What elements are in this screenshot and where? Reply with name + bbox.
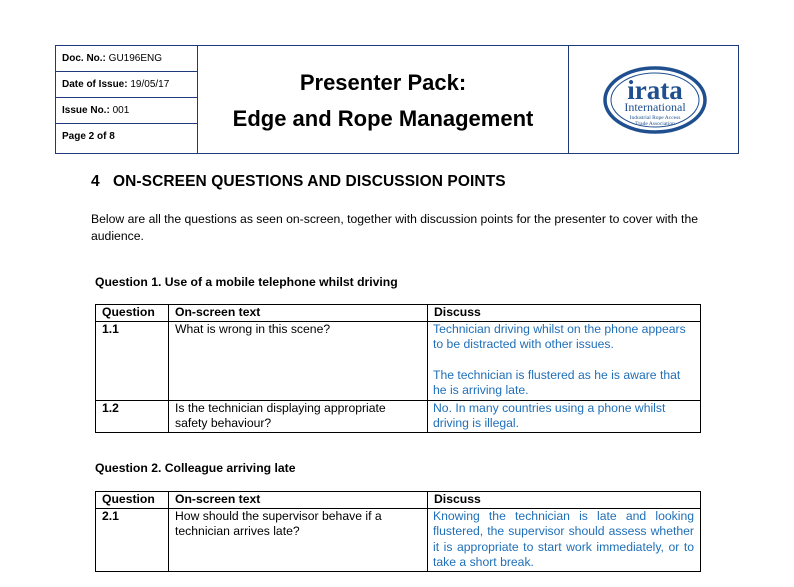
logo-sub-text: International: [624, 100, 686, 114]
issue-number: Issue No.: 001: [56, 98, 197, 124]
col-discuss: Discuss: [427, 304, 701, 322]
doc-number-value: GU196ENG: [105, 53, 163, 64]
section-heading: 4 ON-SCREEN QUESTIONS AND DISCUSSION POI…: [91, 173, 506, 190]
title-line-2: Edge and Rope Management: [232, 106, 534, 131]
date-label: Date of Issue:: [62, 79, 128, 90]
discuss-text: Technician driving whilst on the phone a…: [433, 321, 686, 352]
logo-small-text-1: Industrial Rope Access: [630, 115, 681, 121]
section-intro: Below are all the questions as seen on-s…: [91, 212, 699, 243]
onscreen-text: Is the technician displaying appropriate…: [168, 399, 428, 433]
table-row: 2.1 How should the supervisor behave if …: [95, 507, 701, 572]
table-header-row: Question On-screen text Discuss: [95, 491, 701, 509]
document-title: Presenter Pack: Edge and Rope Management: [198, 46, 569, 153]
table-header-row: Question On-screen text Discuss: [95, 304, 701, 322]
doc-number-label: Doc. No.:: [62, 53, 106, 64]
discuss-text: The technician is flustered as he is awa…: [433, 367, 681, 398]
col-onscreen-text: On-screen text: [168, 304, 428, 322]
col-onscreen-text: On-screen text: [168, 491, 428, 509]
question-1-heading: Question 1. Use of a mobile telephone wh…: [95, 275, 398, 289]
logo-small-text-2: Trade Association: [635, 121, 675, 127]
col-question: Question: [95, 304, 169, 322]
irata-logo: irata International Industrial Rope Acce…: [603, 66, 707, 139]
title-line-1: Presenter Pack:: [299, 70, 467, 95]
discuss-text: Knowing the technician is late and looki…: [427, 507, 701, 572]
discuss-cell: Technician driving whilst on the phone a…: [427, 320, 701, 401]
question-number: 2.1: [95, 507, 169, 572]
document-info: Doc. No.: GU196ENG Date of Issue: 19/05/…: [56, 46, 198, 153]
discuss-text: No. In many countries using a phone whil…: [427, 399, 701, 433]
document-header: Doc. No.: GU196ENG Date of Issue: 19/05/…: [55, 45, 739, 154]
page-number: Page 2 of 8: [56, 124, 197, 150]
question-number: 1.1: [95, 320, 169, 401]
table-row: 1.2 Is the technician displaying appropr…: [95, 399, 701, 433]
date-value: 19/05/17: [127, 79, 170, 90]
question-2-heading: Question 2. Colleague arriving late: [95, 461, 296, 475]
question-1-table: Question On-screen text Discuss 1.1 What…: [95, 304, 701, 433]
doc-number: Doc. No.: GU196ENG: [56, 46, 197, 72]
col-question: Question: [95, 491, 169, 509]
table-row: 1.1 What is wrong in this scene? Technic…: [95, 320, 701, 401]
question-number: 1.2: [95, 399, 169, 433]
onscreen-text: How should the supervisor behave if a te…: [168, 507, 428, 572]
onscreen-text: What is wrong in this scene?: [168, 320, 428, 401]
col-discuss: Discuss: [427, 491, 701, 509]
logo-cell: irata International Industrial Rope Acce…: [569, 46, 738, 153]
date-of-issue: Date of Issue: 19/05/17: [56, 72, 197, 98]
page-number-text: Page 2 of 8: [62, 131, 115, 142]
question-2-table: Question On-screen text Discuss 2.1 How …: [95, 491, 701, 572]
issue-value: 001: [109, 105, 130, 116]
logo-main-text: irata: [627, 75, 683, 105]
issue-label: Issue No.:: [62, 105, 110, 116]
